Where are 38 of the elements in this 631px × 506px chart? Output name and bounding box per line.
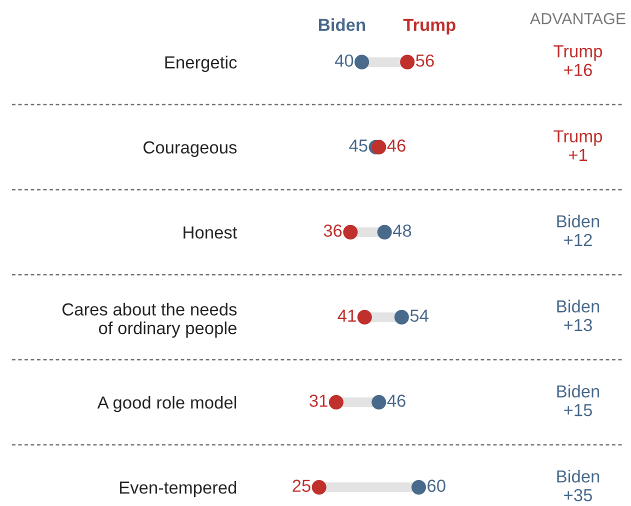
point — [411, 480, 426, 495]
data-label: 54 — [410, 310, 428, 322]
data-label: 36 — [324, 224, 342, 237]
point — [312, 480, 326, 495]
point — [372, 394, 386, 410]
point — [400, 54, 415, 70]
point — [343, 224, 358, 240]
y-tick-label: A good role model — [97, 396, 236, 412]
series-label: Trump — [403, 18, 456, 34]
text: Trump +16 — [554, 45, 602, 76]
y-tick-label: Courageous — [144, 141, 237, 158]
data-label: 46 — [387, 394, 406, 407]
data-label: 46 — [387, 139, 406, 152]
y-tick-label: Even-tempered — [120, 481, 236, 498]
data-label: 48 — [392, 224, 412, 237]
y-tick-label: Energetic — [165, 56, 237, 72]
point — [377, 224, 392, 240]
y-tick-label: Honest — [184, 226, 238, 239]
data-label: 56 — [416, 54, 434, 67]
text: Trump +1 — [554, 130, 602, 161]
data-label: 31 — [310, 394, 328, 407]
point — [328, 394, 344, 410]
point — [357, 310, 372, 324]
text: Biden +35 — [557, 470, 600, 502]
text: Biden +12 — [557, 214, 600, 246]
series-label: Biden — [319, 18, 366, 32]
data-label: 60 — [428, 480, 446, 492]
data-label: 41 — [338, 310, 356, 322]
data-label: 45 — [349, 140, 368, 152]
text: ADVANTAGE — [530, 12, 626, 24]
y-tick-label: Cares about the needs of ordinary people — [62, 302, 237, 338]
data-label: 25 — [292, 480, 310, 492]
text: Biden +13 — [557, 300, 600, 332]
text: Biden +15 — [557, 384, 600, 416]
point — [394, 310, 409, 324]
point — [354, 54, 370, 70]
data-label: 40 — [334, 54, 354, 67]
point — [372, 140, 386, 154]
